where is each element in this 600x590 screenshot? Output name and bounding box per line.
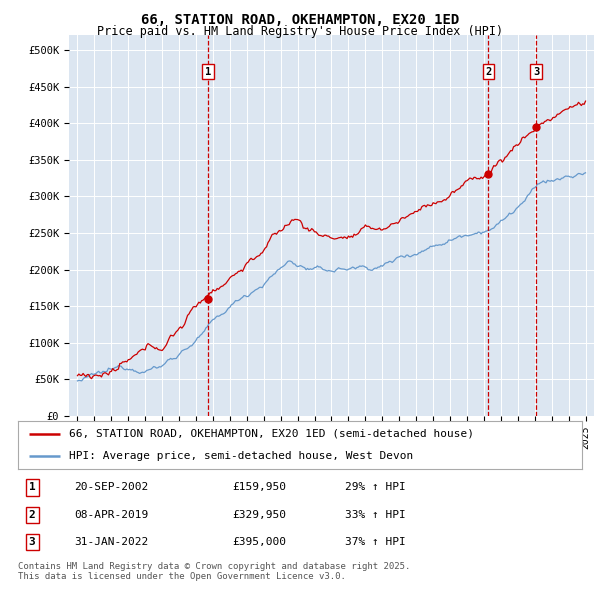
Text: 31-JAN-2022: 31-JAN-2022	[74, 537, 149, 547]
Text: Contains HM Land Registry data © Crown copyright and database right 2025.
This d: Contains HM Land Registry data © Crown c…	[18, 562, 410, 581]
Text: 08-APR-2019: 08-APR-2019	[74, 510, 149, 520]
Text: 3: 3	[29, 537, 35, 547]
Text: 29% ↑ HPI: 29% ↑ HPI	[345, 483, 406, 493]
Text: Price paid vs. HM Land Registry's House Price Index (HPI): Price paid vs. HM Land Registry's House …	[97, 25, 503, 38]
Text: 33% ↑ HPI: 33% ↑ HPI	[345, 510, 406, 520]
Text: 1: 1	[205, 67, 211, 77]
Text: 37% ↑ HPI: 37% ↑ HPI	[345, 537, 406, 547]
Text: 1: 1	[29, 483, 35, 493]
Text: £159,950: £159,950	[232, 483, 286, 493]
Text: 2: 2	[29, 510, 35, 520]
Text: £329,950: £329,950	[232, 510, 286, 520]
Text: HPI: Average price, semi-detached house, West Devon: HPI: Average price, semi-detached house,…	[69, 451, 413, 461]
Text: 2: 2	[485, 67, 491, 77]
Text: £395,000: £395,000	[232, 537, 286, 547]
Text: 20-SEP-2002: 20-SEP-2002	[74, 483, 149, 493]
Text: 66, STATION ROAD, OKEHAMPTON, EX20 1ED: 66, STATION ROAD, OKEHAMPTON, EX20 1ED	[141, 13, 459, 27]
Text: 3: 3	[533, 67, 539, 77]
Text: 66, STATION ROAD, OKEHAMPTON, EX20 1ED (semi-detached house): 66, STATION ROAD, OKEHAMPTON, EX20 1ED (…	[69, 429, 474, 439]
